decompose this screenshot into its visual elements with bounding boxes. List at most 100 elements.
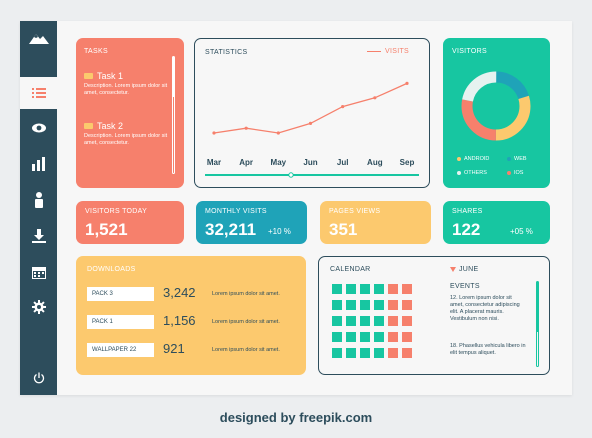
calendar-grid [332,284,412,358]
x-tick-label: May [271,158,287,167]
calendar-day[interactable] [332,332,342,342]
calendar-day[interactable] [346,316,356,326]
calendar-day[interactable] [332,316,342,326]
kpi-visitors-today: VISITORS TODAY 1,521 [76,201,184,244]
calendar-month[interactable]: JUNE [450,266,478,273]
donut-slice-android[interactable] [461,71,531,141]
events-title: EVENTS [450,283,480,290]
statistics-title: STATISTICS [205,49,248,56]
calendar-day[interactable] [388,284,398,294]
data-point[interactable] [212,131,216,135]
data-point[interactable] [244,126,248,130]
tasks-card: TASKS Task 1 Description. Lorem ipsum do… [76,38,184,188]
calendar-icon[interactable] [20,262,57,282]
footer-credit: designed by freepik.com [219,410,373,425]
range-slider-track[interactable] [205,174,419,176]
donut-slice-ios[interactable] [461,71,531,141]
download-icon[interactable] [20,226,57,246]
calendar-day[interactable] [360,300,370,310]
calendar-day[interactable] [402,332,412,342]
download-count: 1,156 [163,313,196,328]
kpi-label: SHARES [452,208,483,215]
data-point[interactable] [405,81,409,85]
task-description: Description. Lorem ipsum dolor sit amet,… [84,83,168,96]
kpi-label: VISITORS TODAY [85,208,148,215]
legend-label: WEB [514,156,527,162]
calendar-day[interactable] [346,332,356,342]
calendar-day[interactable] [374,284,384,294]
kpi-value: 1,521 [85,220,128,239]
range-slider-handle[interactable] [288,172,294,178]
calendar-day[interactable] [402,316,412,326]
calendar-day[interactable] [388,300,398,310]
x-tick-label: Mar [207,158,221,167]
kpi-monthly-visits: MONTHLY VISITS 32,211 +10 % [196,201,307,244]
calendar-day[interactable] [346,300,356,310]
calendar-day[interactable] [374,332,384,342]
download-row[interactable]: WALLPAPER 22 921 Lorem ipsum dolor sit a… [87,341,299,357]
calendar-day[interactable] [388,348,398,358]
calendar-day[interactable] [374,316,384,326]
calendar-day[interactable] [374,300,384,310]
visits-line-chart: Mar Apr May Jun Jul Aug Sep [205,81,419,178]
calendar-title: CALENDAR [330,266,371,273]
power-icon[interactable] [20,368,57,388]
calendar-day[interactable] [346,284,356,294]
download-name: PACK 1 [87,315,154,329]
month-label: JUNE [459,266,479,273]
data-point[interactable] [373,96,377,100]
sidebar [20,21,57,395]
calendar-day[interactable] [346,348,356,358]
legend-label: OTHERS [464,170,487,176]
calendar-day[interactable] [402,348,412,358]
calendar-day[interactable] [332,300,342,310]
calendar-day[interactable] [360,348,370,358]
legend-line [367,50,382,53]
data-point[interactable] [276,131,280,135]
legend-dot [457,171,461,175]
legend-label: VISITS [385,48,409,55]
kpi-label: PAGES VIEWS [329,208,381,215]
kpi-shares: SHARES 122 +05 % [443,201,550,244]
eye-icon[interactable] [20,118,57,138]
calendar-day[interactable] [332,284,342,294]
data-point[interactable] [308,121,313,125]
calendar-day[interactable] [374,348,384,358]
legend-label: ANDROID [464,156,490,162]
calendar-day[interactable] [360,316,370,326]
tasks-scrollbar[interactable] [172,56,175,174]
calendar-day[interactable] [402,284,412,294]
calendar-day[interactable] [388,316,398,326]
calendar-day[interactable] [360,284,370,294]
chevron-down-icon [450,267,456,272]
gear-icon[interactable] [20,297,57,317]
event-item: 18. Phasellus vehicula libero in elit te… [450,343,526,356]
statistics-legend: VISITS [367,48,409,55]
download-text: Lorem ipsum dolor sit amet. [212,291,280,297]
download-row[interactable]: PACK 1 1,156 Lorem ipsum dolor sit amet. [87,313,299,329]
download-count: 921 [163,341,185,356]
kpi-delta: +10 % [268,227,291,236]
kpi-value: 122 [452,220,481,239]
x-tick-label: Aug [367,158,383,167]
statistics-card: STATISTICS VISITS Mar Apr May Jun Jul Aug Sep [194,38,430,188]
calendar-day[interactable] [402,300,412,310]
user-icon[interactable] [20,190,57,210]
legend-label: IOS [514,170,524,176]
folder-icon [84,123,93,129]
calendar-day[interactable] [388,332,398,342]
calendar-day[interactable] [332,348,342,358]
task-description: Description. Lorem ipsum dolor sit amet,… [84,133,168,146]
donut-slice-others[interactable] [461,71,531,141]
list-icon[interactable] [20,83,57,103]
calendar-day[interactable] [360,332,370,342]
data-point[interactable] [341,105,345,109]
task-item[interactable]: Task 2 Description. Lorem ipsum dolor si… [84,121,168,147]
events-scrollbar[interactable] [536,281,539,367]
bar-chart-icon[interactable] [20,154,57,174]
download-row[interactable]: PACK 3 3,242 Lorem ipsum dolor sit amet. [87,285,299,301]
task-item[interactable]: Task 1 Description. Lorem ipsum dolor si… [84,71,168,97]
kpi-label: MONTHLY VISITS [205,208,267,215]
x-tick-label: Sep [400,158,415,167]
download-text: Lorem ipsum dolor sit amet. [212,347,280,353]
